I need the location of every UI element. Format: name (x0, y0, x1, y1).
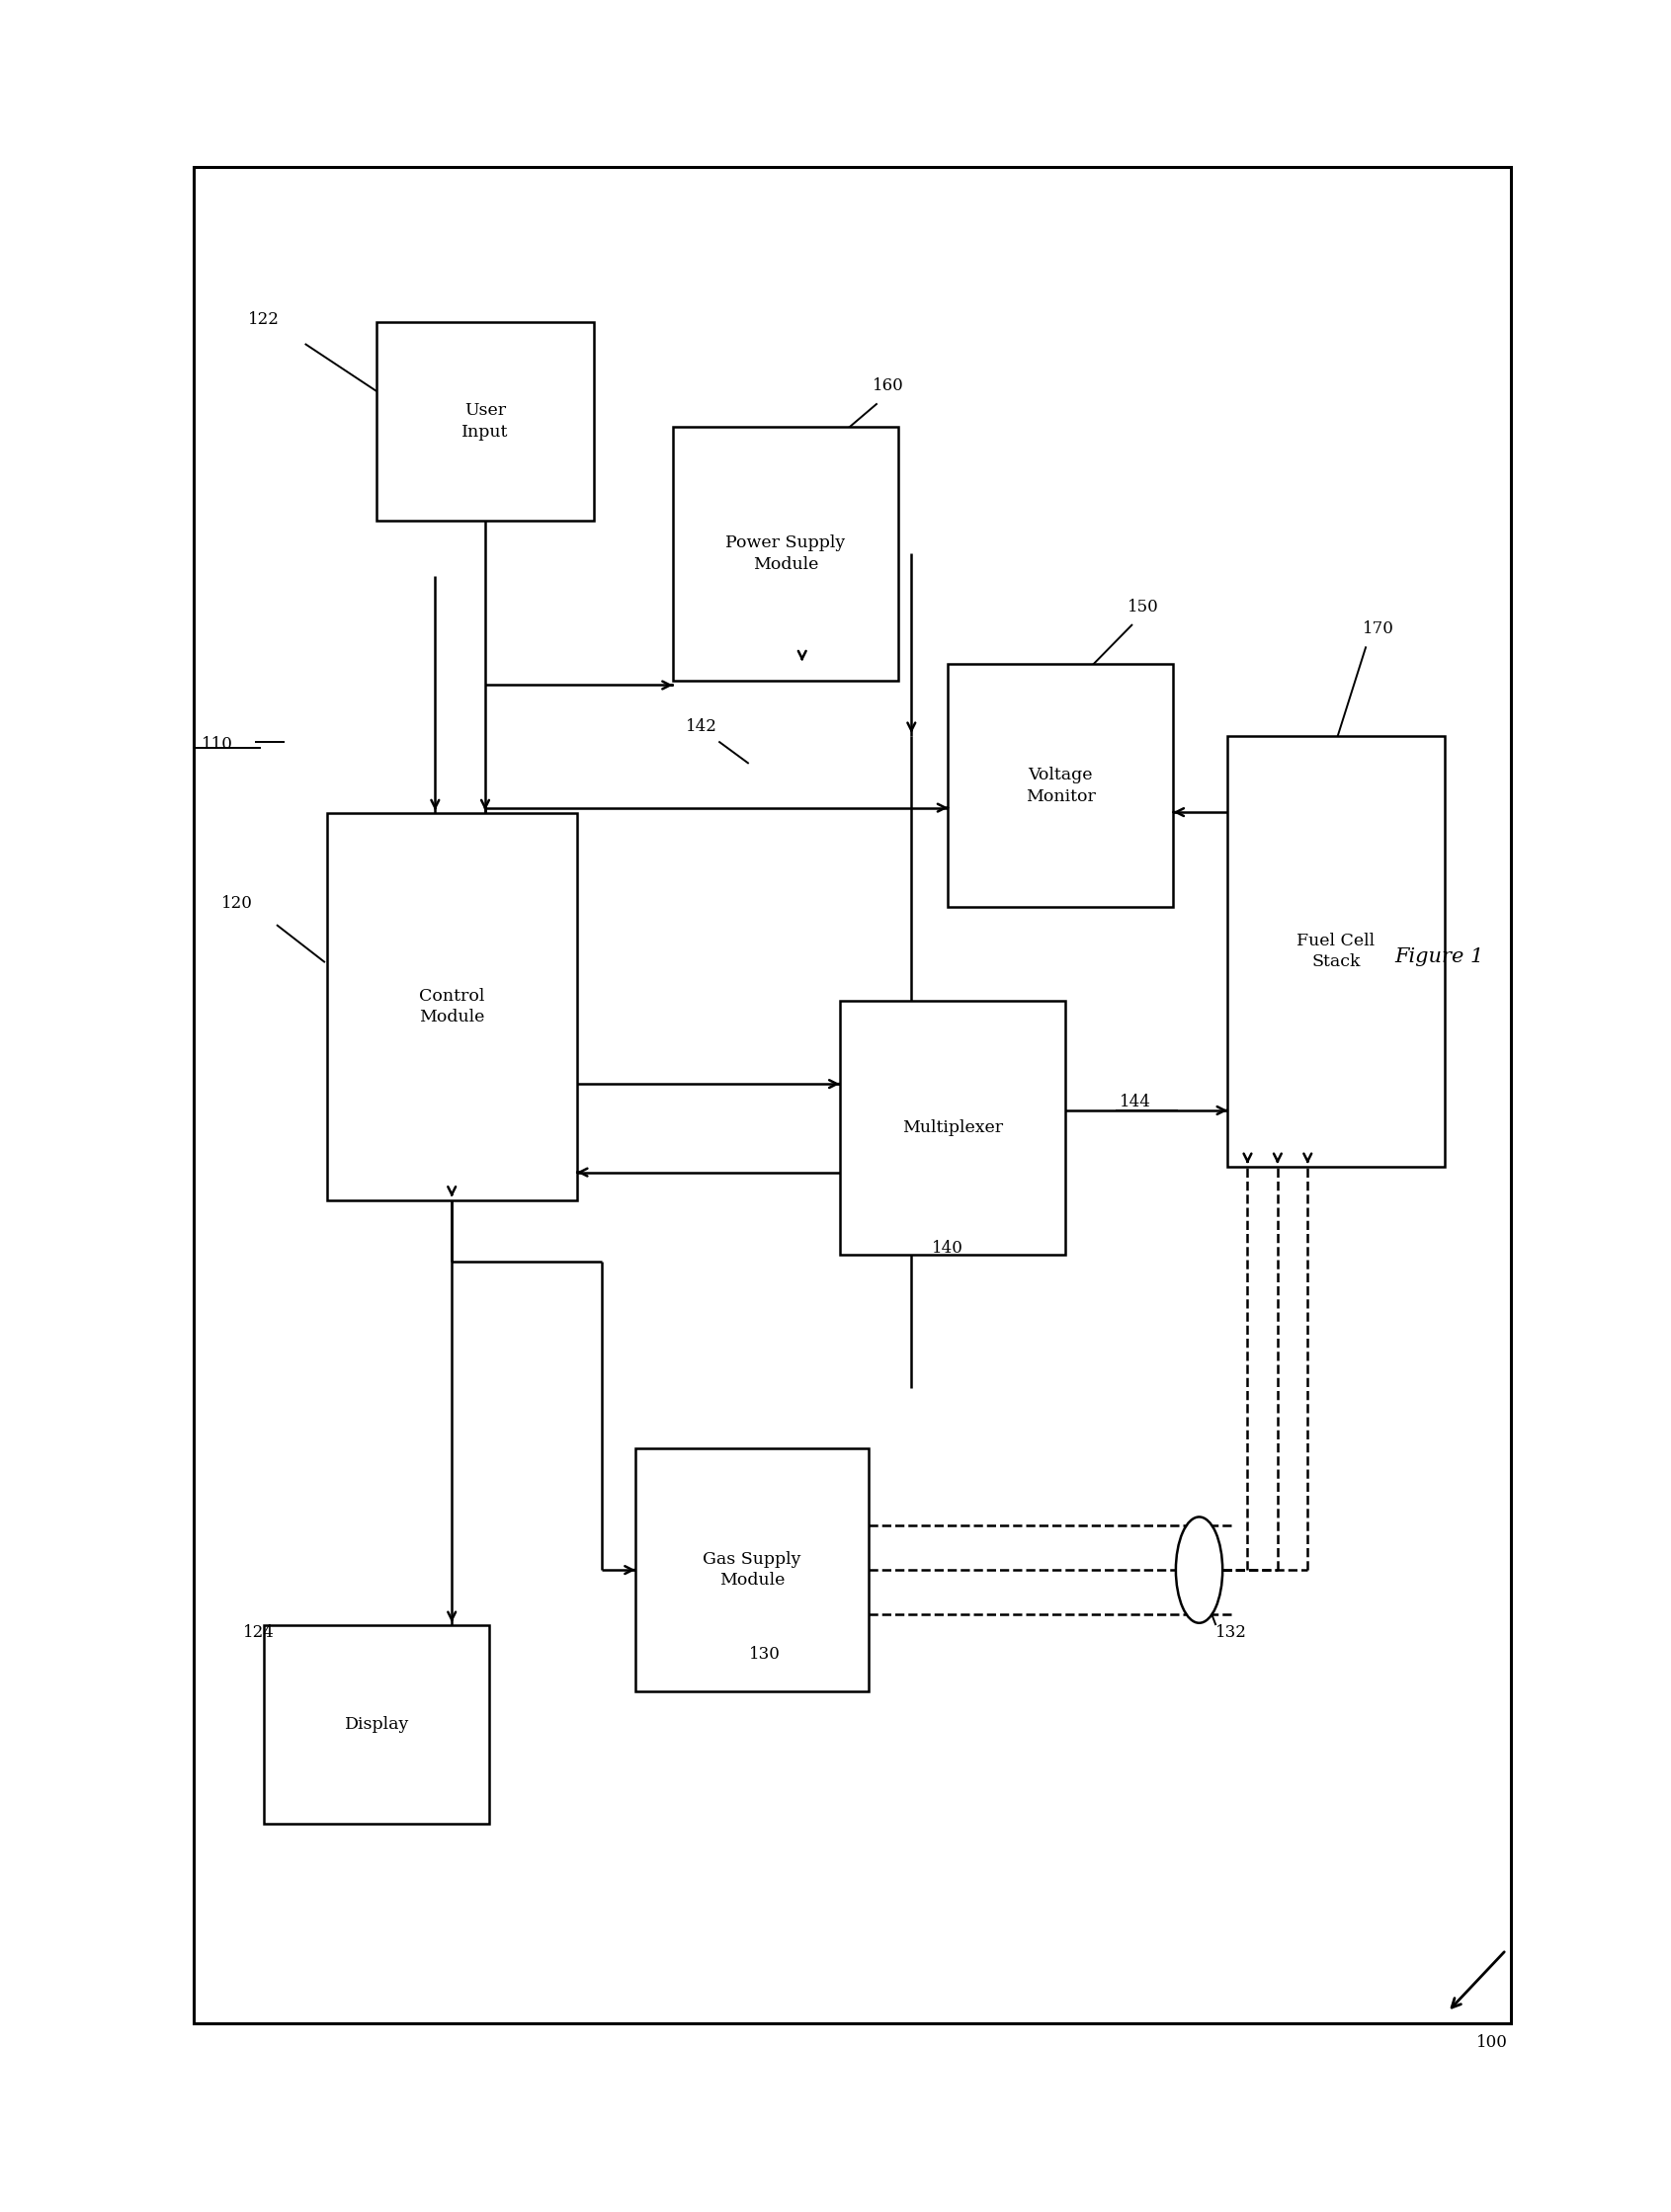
Text: Control
Module: Control Module (419, 987, 485, 1026)
Bar (264, 1626, 490, 1825)
Bar (839, 1002, 1064, 1254)
Text: 110: 110 (202, 737, 232, 752)
Text: 142: 142 (685, 719, 717, 734)
Text: 132: 132 (1216, 1624, 1247, 1641)
Text: 150: 150 (1128, 599, 1158, 615)
Text: Fuel Cell
Stack: Fuel Cell Stack (1297, 931, 1375, 971)
Text: Display: Display (344, 1717, 409, 1732)
Text: 124: 124 (244, 1624, 274, 1641)
Text: 120: 120 (222, 896, 252, 911)
Text: Power Supply
Module: Power Supply Module (725, 535, 846, 573)
Text: User
Input: User Input (461, 403, 508, 440)
Text: 122: 122 (249, 312, 279, 327)
Text: Voltage
Monitor: Voltage Monitor (1026, 768, 1096, 805)
Text: 144: 144 (1120, 1093, 1151, 1110)
Bar (947, 664, 1173, 907)
Bar (1228, 737, 1444, 1166)
Ellipse shape (1176, 1517, 1223, 1624)
Text: 140: 140 (932, 1239, 964, 1256)
Text: Figure 1: Figure 1 (1395, 947, 1484, 967)
Bar (635, 1449, 869, 1692)
Text: 170: 170 (1362, 622, 1394, 637)
Text: 160: 160 (872, 378, 904, 394)
Bar (376, 321, 593, 520)
Text: Gas Supply
Module: Gas Supply Module (703, 1551, 802, 1588)
Bar (328, 814, 576, 1199)
Bar (194, 168, 1511, 2022)
Text: 100: 100 (1475, 2035, 1507, 2051)
Text: Multiplexer: Multiplexer (902, 1119, 1003, 1137)
Bar (673, 427, 897, 681)
Text: 130: 130 (749, 1646, 780, 1663)
